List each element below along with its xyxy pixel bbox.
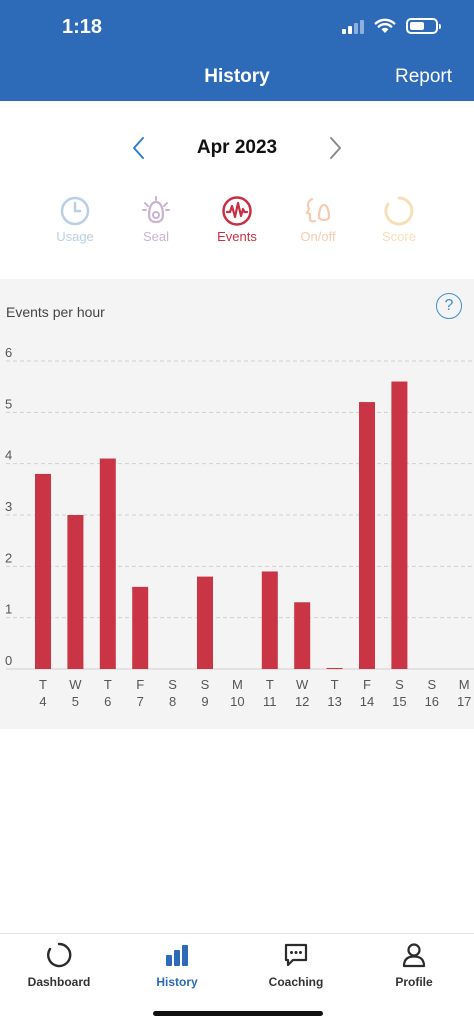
tab-seal[interactable]: Seal bbox=[116, 195, 196, 251]
tab-seal-label: Seal bbox=[142, 229, 170, 244]
x-tick-date: 12 bbox=[295, 694, 309, 709]
x-tick-day: S bbox=[395, 677, 404, 692]
app-header: 1:18 History Report bbox=[0, 0, 474, 101]
x-tick-day: T bbox=[104, 677, 112, 692]
mask-icon bbox=[142, 196, 170, 224]
chart-bar bbox=[359, 402, 375, 669]
chart-bar bbox=[67, 515, 84, 669]
metric-tabs: Usage Seal Events On/off bbox=[0, 195, 474, 255]
status-time: 1:18 bbox=[62, 16, 103, 38]
chat-bubble-icon bbox=[284, 943, 308, 967]
x-tick-day: S bbox=[201, 677, 210, 692]
home-indicator bbox=[153, 1011, 323, 1016]
chart-bar bbox=[132, 586, 149, 669]
dashboard-ring-icon bbox=[47, 942, 72, 968]
ring-icon bbox=[384, 196, 414, 226]
chart-bar bbox=[326, 667, 343, 669]
chart-y-axis-label: Events per hour bbox=[6, 304, 105, 320]
y-tick-label: 2 bbox=[5, 550, 12, 565]
face-mask-icon bbox=[305, 197, 331, 223]
x-tick-date: 16 bbox=[425, 694, 439, 709]
x-tick-date: 9 bbox=[201, 694, 208, 709]
bottom-tab-bar: Dashboard History Coaching Profile bbox=[0, 933, 474, 1025]
x-tick-date: 7 bbox=[137, 694, 144, 709]
x-tick-day: T bbox=[39, 677, 47, 692]
x-tick-day: W bbox=[69, 677, 82, 692]
y-tick-label: 6 bbox=[5, 345, 12, 360]
tab-usage-label: Usage bbox=[56, 229, 94, 244]
x-tick-date: 4 bbox=[39, 694, 46, 709]
tab-on-off[interactable]: On/off bbox=[278, 195, 358, 251]
waveform-icon bbox=[222, 196, 252, 226]
events-chart-panel: Events per hour ? 0 1 2 3 4 5 6 T 4 W 5 T 6 F 7 S 8 S 9 M 10… bbox=[0, 279, 474, 729]
chart-bar bbox=[261, 571, 278, 669]
x-tick-day: M bbox=[232, 677, 243, 692]
events-bar-chart: 0123456T4W5T6F7S8S9M10T11W12T13F14S15S16… bbox=[5, 345, 474, 709]
tabbar-label-history: History bbox=[156, 975, 198, 989]
x-tick-date: 13 bbox=[327, 694, 341, 709]
chart-bar bbox=[197, 576, 213, 669]
y-tick-label: 1 bbox=[5, 602, 12, 617]
help-icon[interactable]: ? bbox=[436, 293, 462, 319]
tabbar-item-profile[interactable]: Profile bbox=[355, 934, 473, 1004]
tabbar-item-history[interactable]: History bbox=[118, 934, 236, 1004]
x-tick-date: 15 bbox=[392, 694, 406, 709]
y-tick-label: 4 bbox=[5, 448, 12, 463]
chart-bar bbox=[294, 602, 311, 669]
x-tick-day: M bbox=[459, 677, 470, 692]
tab-events[interactable]: Events bbox=[197, 195, 277, 251]
wifi-icon bbox=[374, 18, 396, 33]
x-tick-date: 6 bbox=[104, 694, 111, 709]
tab-score[interactable]: Score bbox=[359, 195, 439, 251]
x-tick-date: 17 bbox=[457, 694, 471, 709]
x-tick-day: F bbox=[136, 677, 144, 692]
month-selector: Apr 2023 bbox=[0, 130, 474, 166]
tab-on-off-label: On/off bbox=[300, 229, 336, 244]
x-tick-day: T bbox=[266, 677, 274, 692]
status-icons bbox=[342, 18, 441, 34]
tab-score-label: Score bbox=[382, 229, 416, 244]
x-tick-day: T bbox=[331, 677, 339, 692]
chart-bar bbox=[35, 473, 51, 669]
cellular-signal-icon bbox=[342, 18, 364, 34]
x-tick-date: 11 bbox=[263, 694, 277, 709]
tabbar-label-coaching: Coaching bbox=[268, 975, 324, 989]
month-label: Apr 2023 bbox=[196, 137, 278, 158]
chart-bar bbox=[391, 381, 408, 669]
report-button[interactable]: Report bbox=[394, 66, 452, 87]
chevron-right-icon[interactable] bbox=[324, 134, 346, 162]
tabbar-item-coaching[interactable]: Coaching bbox=[237, 934, 355, 1004]
tab-usage[interactable]: Usage bbox=[35, 195, 115, 251]
x-tick-day: F bbox=[363, 677, 371, 692]
chart-bar bbox=[99, 458, 116, 669]
bar-chart-icon bbox=[166, 945, 188, 966]
x-tick-date: 10 bbox=[230, 694, 244, 709]
chevron-left-icon[interactable] bbox=[128, 134, 150, 162]
x-tick-day: S bbox=[427, 677, 436, 692]
page-title: History bbox=[204, 66, 270, 87]
y-tick-label: 3 bbox=[5, 499, 12, 514]
person-icon bbox=[402, 943, 426, 968]
tabbar-item-dashboard[interactable]: Dashboard bbox=[0, 934, 118, 1004]
clock-icon bbox=[60, 196, 90, 226]
y-tick-label: 5 bbox=[5, 396, 12, 411]
tabbar-label-profile: Profile bbox=[395, 975, 433, 989]
x-tick-date: 14 bbox=[360, 694, 374, 709]
tabbar-label-dashboard: Dashboard bbox=[27, 975, 91, 989]
x-tick-day: S bbox=[168, 677, 177, 692]
y-tick-label: 0 bbox=[5, 653, 12, 668]
x-tick-day: W bbox=[296, 677, 309, 692]
x-tick-date: 8 bbox=[169, 694, 176, 709]
x-tick-date: 5 bbox=[72, 694, 79, 709]
tab-events-label: Events bbox=[217, 229, 257, 244]
battery-icon bbox=[406, 18, 441, 34]
